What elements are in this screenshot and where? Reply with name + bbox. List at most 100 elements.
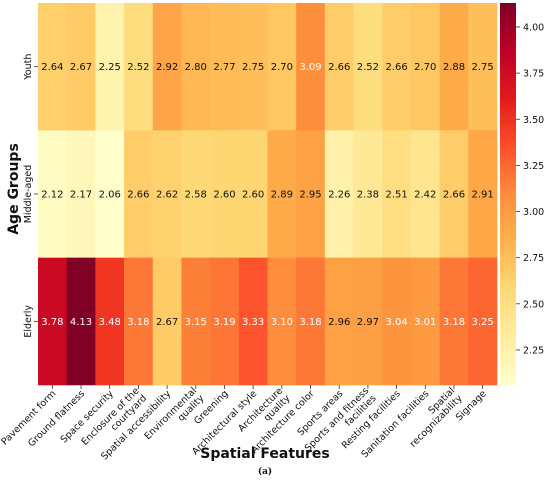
cell-value-label: 3.10: [271, 317, 293, 328]
heatmap-cells: [38, 3, 498, 386]
cell-value-label: 3.18: [443, 317, 465, 328]
y-tick-labels: Youth Middle-aged Elderly: [23, 54, 38, 338]
heatmap-cell: [267, 257, 297, 386]
heatmap-cell: [152, 257, 182, 386]
heatmap-cell: [124, 257, 154, 386]
colorbar: 2.25 2.50 2.75 3.00 3.25 3.50 3.75 4.00: [500, 3, 544, 385]
heatmap-cell: [296, 3, 326, 131]
heatmap-cell: [382, 3, 412, 131]
heatmap-cell: [181, 130, 211, 258]
heatmap-cell: [152, 130, 182, 258]
cell-value-label: 2.17: [70, 190, 92, 201]
cell-value-label: 2.75: [472, 62, 494, 73]
heatmap-cell: [38, 130, 67, 258]
cell-value-label: 2.06: [99, 190, 121, 201]
cell-value-label: 2.38: [357, 190, 379, 201]
cell-value-label: 3.25: [472, 317, 494, 328]
heatmap-cell: [210, 257, 240, 386]
heatmap-cell: [324, 130, 354, 258]
cell-value-label: 2.97: [357, 317, 379, 328]
cell-value-label: 2.92: [156, 62, 178, 73]
heatmap-cell: [296, 130, 326, 258]
heatmap-cell: [324, 3, 354, 131]
heatmap-cell: [410, 3, 440, 131]
cell-value-label: 2.60: [242, 190, 264, 201]
heatmap-cell: [152, 3, 182, 131]
colorbar-tick-label: 4.00: [523, 22, 544, 33]
cell-value-label: 2.80: [185, 62, 207, 73]
cell-value-label: 2.26: [328, 190, 350, 201]
cell-value-label: 2.77: [213, 62, 235, 73]
heatmap-cell: [353, 130, 383, 258]
heatmap-cell: [324, 257, 354, 386]
figure-caption: (a): [258, 466, 272, 477]
cell-value-label: 3.15: [185, 317, 207, 328]
heatmap-cell: [238, 257, 268, 386]
heatmap-cell: [66, 130, 96, 258]
cell-value-label: 3.19: [213, 317, 235, 328]
cell-value-label: 3.33: [242, 317, 264, 328]
cell-value-label: 2.62: [156, 190, 178, 201]
y-tick-label: Elderly: [23, 305, 34, 338]
cell-value-label: 2.42: [414, 190, 436, 201]
heatmap-cell-labels: 2.64 2.67 2.25 2.52 2.92 2.80 2.77 2.75 2.70 3.09…: [41, 62, 494, 328]
cell-value-label: 2.70: [414, 62, 436, 73]
heatmap-cell: [468, 3, 498, 131]
heatmap-cell: [353, 3, 383, 131]
cell-value-label: 2.12: [41, 190, 63, 201]
cell-value-label: 2.66: [328, 62, 350, 73]
x-axis-title: Spatial Features: [200, 446, 330, 462]
cell-value-label: 4.13: [70, 317, 92, 328]
heatmap-cell: [124, 130, 154, 258]
heatmap-cell: [353, 257, 383, 386]
colorbar-gradient: [500, 3, 516, 385]
heatmap-cell: [410, 130, 440, 258]
cell-value-label: 3.04: [385, 317, 407, 328]
colorbar-tick-label: 3.00: [523, 207, 544, 218]
cell-value-label: 2.67: [156, 317, 178, 328]
cell-value-label: 2.75: [242, 62, 264, 73]
heatmap-cell: [66, 257, 96, 386]
cell-value-label: 2.64: [41, 62, 63, 73]
cell-value-label: 2.52: [357, 62, 379, 73]
cell-value-label: 2.66: [127, 190, 149, 201]
cell-value-label: 2.51: [385, 190, 407, 201]
y-tick-label: Youth: [23, 54, 34, 81]
cell-value-label: 3.18: [127, 317, 149, 328]
heatmap-cell: [468, 257, 498, 386]
heatmap-cell: [238, 3, 268, 131]
cell-value-label: 2.52: [127, 62, 149, 73]
cell-value-label: 2.25: [99, 62, 121, 73]
heatmap-cell: [267, 130, 297, 258]
cell-value-label: 2.96: [328, 317, 350, 328]
cell-value-label: 2.70: [271, 62, 293, 73]
heatmap-cell: [439, 3, 469, 131]
y-tick-label: Middle-aged: [23, 165, 34, 224]
heatmap-cell: [238, 130, 268, 258]
cell-value-label: 2.58: [185, 190, 207, 201]
cell-value-label: 2.67: [70, 62, 92, 73]
heatmap-cell: [296, 257, 326, 386]
heatmap-cell: [382, 257, 412, 386]
cell-value-label: 3.01: [414, 317, 436, 328]
heatmap-cell: [439, 257, 469, 386]
heatmap-cell: [38, 257, 67, 386]
cell-value-label: 3.78: [41, 317, 63, 328]
heatmap-cell: [124, 3, 154, 131]
heatmap-cell: [181, 3, 211, 131]
colorbar-tick-label: 3.25: [523, 161, 544, 172]
heatmap-cell: [95, 257, 125, 386]
heatmap-cell: [66, 3, 96, 131]
colorbar-tick-label: 2.25: [523, 345, 544, 356]
cell-value-label: 2.95: [299, 190, 321, 201]
heatmap-cell: [95, 3, 125, 131]
cell-value-label: 2.66: [443, 190, 465, 201]
heatmap-cell: [181, 257, 211, 386]
heatmap-cell: [468, 130, 498, 258]
heatmap-cell: [38, 3, 67, 131]
colorbar-tick-label: 3.50: [523, 115, 544, 126]
heatmap-cell: [267, 3, 297, 131]
cell-value-label: 2.91: [472, 190, 494, 201]
y-axis-title: Age Groups: [6, 143, 22, 235]
